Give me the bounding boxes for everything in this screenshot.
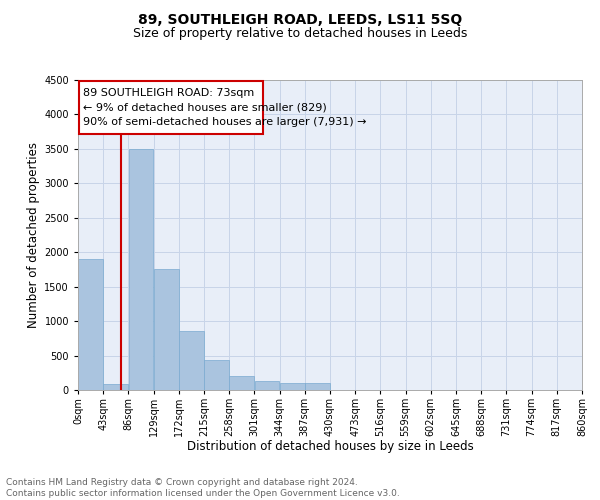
Bar bbox=[78, 259, 103, 390]
Text: 89 SOUTHLEIGH ROAD: 73sqm: 89 SOUTHLEIGH ROAD: 73sqm bbox=[83, 88, 254, 98]
Bar bbox=[179, 332, 204, 390]
Text: Size of property relative to detached houses in Leeds: Size of property relative to detached ho… bbox=[133, 28, 467, 40]
FancyBboxPatch shape bbox=[79, 82, 263, 134]
Text: 90% of semi-detached houses are larger (7,931) →: 90% of semi-detached houses are larger (… bbox=[83, 117, 366, 127]
Y-axis label: Number of detached properties: Number of detached properties bbox=[27, 142, 40, 328]
X-axis label: Distribution of detached houses by size in Leeds: Distribution of detached houses by size … bbox=[187, 440, 473, 454]
Bar bbox=[305, 383, 330, 390]
Bar bbox=[229, 376, 254, 390]
Bar bbox=[103, 384, 128, 390]
Bar bbox=[280, 383, 305, 390]
Text: 89, SOUTHLEIGH ROAD, LEEDS, LS11 5SQ: 89, SOUTHLEIGH ROAD, LEEDS, LS11 5SQ bbox=[138, 12, 462, 26]
Bar bbox=[254, 381, 280, 390]
Bar bbox=[154, 270, 179, 390]
Text: Contains HM Land Registry data © Crown copyright and database right 2024.
Contai: Contains HM Land Registry data © Crown c… bbox=[6, 478, 400, 498]
Text: ← 9% of detached houses are smaller (829): ← 9% of detached houses are smaller (829… bbox=[83, 102, 326, 113]
Bar bbox=[128, 149, 154, 390]
Bar bbox=[204, 360, 229, 390]
